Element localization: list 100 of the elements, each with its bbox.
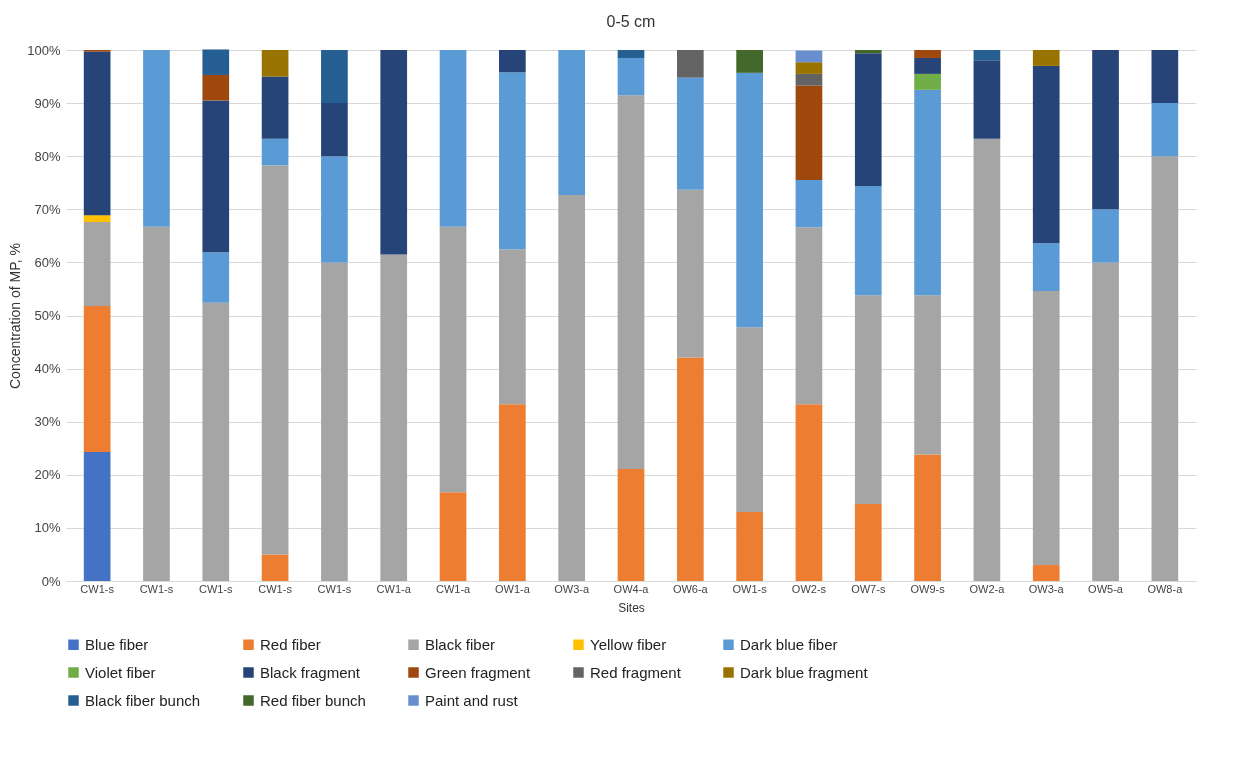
bar bbox=[321, 103, 348, 157]
bar bbox=[83, 215, 111, 223]
y-tick-label: 10% bbox=[34, 520, 61, 536]
bar bbox=[261, 76, 289, 139]
bar bbox=[795, 50, 823, 63]
bar bbox=[795, 85, 823, 181]
bar bbox=[1032, 565, 1060, 581]
bar bbox=[854, 50, 882, 54]
x-tick-label: CW1-s bbox=[317, 582, 352, 595]
bar bbox=[795, 227, 823, 405]
bar bbox=[1032, 243, 1060, 292]
bar bbox=[261, 165, 289, 555]
bar bbox=[558, 194, 586, 581]
bar bbox=[973, 138, 1001, 581]
x-tick-label: OW9-s bbox=[910, 582, 946, 595]
x-axis-title: Sites bbox=[618, 600, 645, 615]
bar bbox=[676, 77, 704, 190]
bar bbox=[795, 73, 823, 86]
bar bbox=[676, 50, 704, 78]
bar bbox=[795, 180, 823, 228]
bar bbox=[202, 74, 230, 101]
legend-label: Black fiber bbox=[425, 635, 496, 653]
legend-label: Dark blue fiber bbox=[740, 635, 838, 653]
bar bbox=[973, 50, 1001, 61]
bar bbox=[854, 185, 882, 296]
y-tick-label: 50% bbox=[34, 308, 61, 323]
bar bbox=[380, 50, 408, 255]
x-tick-label: OW7-s bbox=[851, 582, 886, 595]
x-tick-label: OW3-a bbox=[554, 582, 590, 595]
bar bbox=[1151, 156, 1179, 581]
x-tick-label: OW5-a bbox=[1088, 582, 1124, 595]
x-tick-label: CW1-s bbox=[80, 582, 115, 595]
y-tick-label: 60% bbox=[34, 254, 61, 270]
y-tick-label: 80% bbox=[34, 148, 61, 164]
bar bbox=[261, 138, 289, 166]
legend-label: Dark blue fragment bbox=[740, 663, 869, 681]
bar bbox=[1092, 209, 1119, 263]
bar bbox=[261, 50, 289, 77]
bar bbox=[83, 51, 111, 216]
bar bbox=[914, 50, 941, 58]
bar bbox=[795, 404, 823, 581]
x-tick-label: CW1-a bbox=[376, 582, 412, 595]
legend-label: Blue fiber bbox=[85, 635, 149, 653]
bar bbox=[676, 357, 704, 581]
bar bbox=[439, 226, 467, 493]
y-tick-label: 100% bbox=[27, 42, 61, 58]
bar bbox=[617, 95, 645, 469]
legend-label: Paint and rust bbox=[425, 691, 519, 709]
bar bbox=[499, 249, 526, 405]
x-tick-label: OW2-a bbox=[969, 582, 1006, 595]
bar bbox=[1092, 50, 1119, 210]
y-tick-label: 90% bbox=[34, 95, 61, 111]
x-tick-label: CW1-s bbox=[139, 582, 174, 595]
bar bbox=[499, 72, 526, 250]
bar bbox=[202, 49, 230, 75]
bar bbox=[854, 53, 882, 186]
bar bbox=[380, 254, 408, 581]
bar bbox=[854, 504, 882, 581]
bar bbox=[914, 454, 941, 581]
bar bbox=[558, 50, 586, 195]
bar bbox=[617, 57, 645, 96]
y-tick-label: 20% bbox=[34, 467, 61, 483]
legend-label: Red fiber bbox=[260, 635, 321, 653]
bar bbox=[202, 100, 230, 253]
x-tick-label: OW6-a bbox=[672, 582, 709, 595]
x-tick-label: OW2-s bbox=[791, 582, 827, 595]
legend-label: Violet fiber bbox=[85, 663, 156, 681]
bar bbox=[736, 327, 763, 512]
y-axis-title: Concentration of MP, % bbox=[7, 242, 24, 390]
legend-label: Black fragment bbox=[260, 663, 361, 681]
x-tick-label: CW1-a bbox=[435, 582, 472, 595]
bar bbox=[83, 305, 111, 452]
x-tick-label: CW1-s bbox=[198, 582, 234, 595]
legend-label: Black fiber bunch bbox=[85, 691, 201, 709]
bar bbox=[439, 492, 467, 581]
bar bbox=[736, 511, 763, 581]
bar bbox=[83, 222, 111, 306]
bar bbox=[499, 50, 526, 73]
bar bbox=[914, 57, 941, 74]
legend-label: Green fragment bbox=[425, 663, 531, 681]
bar bbox=[1032, 291, 1060, 566]
x-tick-label: OW1-s bbox=[732, 582, 768, 595]
x-tick-label: CW1-s bbox=[258, 582, 293, 595]
bar bbox=[973, 60, 1001, 139]
bar bbox=[1151, 103, 1179, 157]
y-tick-label: 40% bbox=[34, 361, 61, 377]
bar bbox=[914, 295, 941, 455]
chart-title: 0-5 cm bbox=[606, 13, 656, 30]
legend-label: Yellow fiber bbox=[590, 635, 667, 653]
bar bbox=[143, 226, 170, 581]
x-tick-label: OW1-a bbox=[494, 582, 531, 595]
bar bbox=[499, 404, 526, 581]
bar bbox=[736, 50, 763, 73]
bar bbox=[1032, 65, 1060, 244]
bar bbox=[1151, 50, 1179, 104]
bar bbox=[795, 62, 823, 74]
y-tick-label: 0% bbox=[41, 573, 61, 589]
bar bbox=[439, 50, 467, 227]
bar bbox=[914, 73, 941, 90]
bar bbox=[202, 252, 230, 303]
